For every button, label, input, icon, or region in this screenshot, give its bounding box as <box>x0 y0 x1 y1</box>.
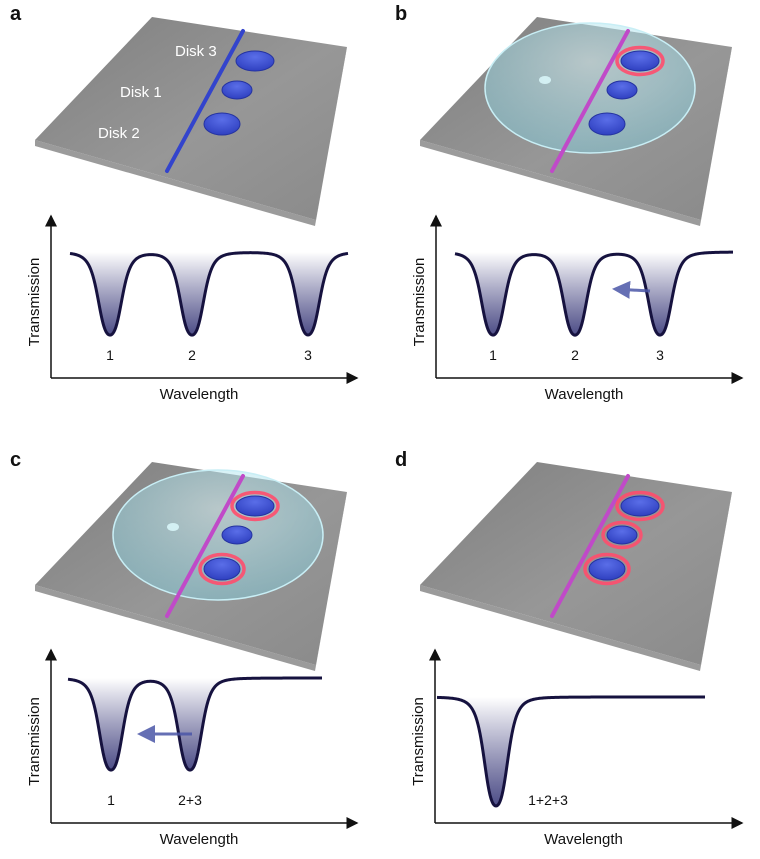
dip-fill <box>455 252 733 336</box>
disk-3-resonance-ring <box>615 490 665 522</box>
x-axis-label: Wavelength <box>160 831 239 848</box>
x-axis-label: Wavelength <box>545 386 624 403</box>
panel-label: d <box>395 449 407 471</box>
disk-3-resonance-ring <box>615 45 665 77</box>
dip-label: 3 <box>304 347 312 363</box>
transmission-curve <box>69 251 349 337</box>
dip-label: 2 <box>571 347 579 363</box>
droplet-highlight <box>539 76 551 84</box>
disk-1 <box>221 525 253 545</box>
disk-2-resonance-ring <box>583 552 631 586</box>
chip-edge <box>420 585 701 671</box>
waveguide <box>550 474 630 618</box>
dip-label: 1 <box>107 792 115 808</box>
disk-2-resonance-ring <box>198 552 246 586</box>
y-axis-label: Transmission <box>26 258 43 347</box>
disk-2 <box>203 557 241 581</box>
chip-edge <box>35 140 316 226</box>
transmission-curve <box>454 250 734 337</box>
resonance-shift-arrow <box>612 280 651 299</box>
droplet-highlight <box>167 523 179 531</box>
waveguide <box>165 29 245 173</box>
panel-d: d Transmission Wavelength 1+2+3 <box>395 449 744 848</box>
disk-label: Disk 2 <box>98 125 140 142</box>
disk-3 <box>235 50 275 72</box>
dip-fill <box>68 678 322 771</box>
panel-c: c Transmission Wavelength 1 2+3 <box>10 449 359 848</box>
dip-label: 2+3 <box>178 792 202 808</box>
dip-label: 3 <box>656 347 664 363</box>
waveguide <box>550 29 630 173</box>
chip-edge <box>420 140 701 226</box>
x-axis-label: Wavelength <box>544 831 623 848</box>
chip-edge <box>35 585 316 671</box>
disk-3 <box>620 495 660 517</box>
disk-3 <box>235 495 275 517</box>
disk-label: Disk 1 <box>120 84 162 101</box>
transmission-curve <box>436 695 705 808</box>
disk-1 <box>606 80 638 100</box>
dip-label: 1+2+3 <box>528 792 568 808</box>
disk-label: Disk 3 <box>175 43 217 60</box>
dip-label: 1 <box>489 347 497 363</box>
y-axis-label: Transmission <box>411 258 428 347</box>
disk-3-resonance-ring <box>230 490 280 522</box>
liquid-droplet <box>112 469 324 601</box>
y-axis-label: Transmission <box>26 697 43 786</box>
dip-fill <box>437 697 705 806</box>
y-axis-label: Transmission <box>410 697 427 786</box>
disk-1 <box>606 525 638 545</box>
panel-a: a Disk 3 Disk 1 Disk 2 Transmission Wavelengt… <box>10 3 359 403</box>
transmission-curve <box>67 676 322 772</box>
disk-1 <box>221 80 253 100</box>
dip-fill <box>70 252 348 336</box>
panel-label: c <box>10 449 21 471</box>
dip-label: 2 <box>188 347 196 363</box>
liquid-droplet <box>484 22 696 154</box>
panel-label: a <box>10 3 22 25</box>
disk-2 <box>588 557 626 581</box>
disk-1-resonance-ring <box>601 520 643 550</box>
disk-2 <box>203 112 241 136</box>
dip-label: 1 <box>106 347 114 363</box>
disk-3 <box>620 50 660 72</box>
panel-label: b <box>395 3 407 25</box>
waveguide <box>165 474 245 618</box>
panel-b: b Transmission Wavelength 1 2 3 <box>395 3 744 403</box>
x-axis-label: Wavelength <box>160 386 239 403</box>
disk-2 <box>588 112 626 136</box>
